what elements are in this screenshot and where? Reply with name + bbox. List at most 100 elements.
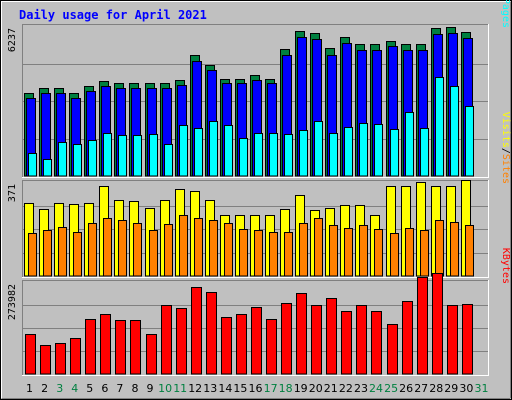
kbytes-bar bbox=[311, 305, 322, 375]
sites-bar bbox=[88, 223, 97, 277]
day-label: 14 bbox=[218, 382, 232, 395]
kbytes-bar bbox=[236, 314, 247, 375]
kbytes-bar bbox=[161, 305, 172, 375]
pages-bar bbox=[359, 123, 368, 177]
pages-bar bbox=[164, 144, 173, 177]
kbytes-bar bbox=[462, 304, 473, 375]
legend-label: Sites bbox=[500, 154, 511, 184]
day-label: 11 bbox=[173, 382, 187, 395]
sites-bar bbox=[179, 215, 188, 277]
sites-bar bbox=[465, 225, 474, 277]
day-label: 21 bbox=[324, 382, 338, 395]
series-legend: Visits/Sites bbox=[500, 112, 511, 184]
pages-bar bbox=[209, 121, 218, 177]
y-max-label: 273982 bbox=[7, 284, 18, 320]
legend-label: Visits bbox=[500, 112, 511, 148]
pages-bar bbox=[374, 124, 383, 177]
sites-bar bbox=[344, 228, 353, 277]
pages-bar bbox=[450, 86, 459, 177]
sites-bar bbox=[405, 228, 414, 277]
legend-label: / bbox=[500, 148, 511, 154]
sites-bar bbox=[435, 220, 444, 277]
kbytes-bar bbox=[371, 311, 382, 375]
day-label: 20 bbox=[309, 382, 323, 395]
kbytes-bar bbox=[341, 311, 352, 375]
pages-bar bbox=[43, 159, 52, 177]
sites-bar bbox=[209, 220, 218, 277]
day-label: 8 bbox=[132, 382, 139, 395]
sites-bar bbox=[420, 230, 429, 277]
legend-label: KBytes bbox=[500, 248, 511, 284]
day-label: 19 bbox=[294, 382, 308, 395]
kbytes-bar bbox=[296, 293, 307, 375]
kbytes-bar bbox=[251, 307, 262, 375]
kbytes-bar bbox=[25, 334, 36, 375]
kbytes-bar bbox=[70, 338, 81, 375]
pages-bar bbox=[420, 128, 429, 177]
day-label: 26 bbox=[399, 382, 413, 395]
pages-bar bbox=[299, 130, 308, 177]
pages-bar bbox=[103, 133, 112, 177]
kbytes-bar bbox=[326, 298, 337, 375]
kbytes-bar bbox=[266, 319, 277, 375]
pages-bar bbox=[390, 129, 399, 177]
pages-bar bbox=[284, 134, 293, 177]
day-label: 6 bbox=[101, 382, 108, 395]
sites-bar bbox=[103, 218, 112, 277]
kbytes-bar bbox=[191, 287, 202, 375]
day-label: 27 bbox=[414, 382, 428, 395]
day-label: 17 bbox=[264, 382, 278, 395]
sites-bar bbox=[239, 229, 248, 277]
kbytes-bar bbox=[176, 308, 187, 375]
kbytes-bar bbox=[130, 320, 141, 375]
pages-bar bbox=[239, 138, 248, 177]
pages-bar bbox=[344, 127, 353, 177]
pages-bar bbox=[224, 125, 233, 177]
day-label: 5 bbox=[86, 382, 93, 395]
day-label: 3 bbox=[56, 382, 63, 395]
kbytes-bar bbox=[221, 317, 232, 375]
pages-bar bbox=[28, 153, 37, 177]
kbytes-bar bbox=[40, 345, 51, 375]
sites-bar bbox=[374, 229, 383, 277]
sites-bar bbox=[28, 233, 37, 277]
kbytes-bar bbox=[447, 305, 458, 375]
pages-bar bbox=[194, 128, 203, 177]
day-label: 30 bbox=[459, 382, 473, 395]
pages-bar bbox=[329, 133, 338, 177]
sites-bar bbox=[299, 223, 308, 277]
sites-bar bbox=[450, 222, 459, 277]
day-label: 7 bbox=[116, 382, 123, 395]
legend-label: Pages bbox=[500, 0, 511, 28]
day-label: 1 bbox=[26, 382, 33, 395]
kbytes-bar bbox=[115, 320, 126, 375]
sites-bar bbox=[73, 232, 82, 277]
day-label: 28 bbox=[429, 382, 443, 395]
sites-bar bbox=[164, 224, 173, 277]
kbytes-bar bbox=[387, 324, 398, 375]
day-label: 29 bbox=[444, 382, 458, 395]
sites-bar bbox=[284, 232, 293, 277]
kbytes-bar bbox=[146, 334, 157, 375]
pages-bar bbox=[58, 142, 67, 177]
day-label: 18 bbox=[279, 382, 293, 395]
sites-bar bbox=[254, 230, 263, 277]
series-legend: Hits/Files/Pages bbox=[500, 0, 511, 28]
pages-bar bbox=[73, 144, 82, 177]
kbytes-bar bbox=[417, 277, 428, 375]
kbytes-bar bbox=[85, 319, 96, 375]
sites-bar bbox=[133, 223, 142, 277]
day-label: 15 bbox=[233, 382, 247, 395]
kbytes-bar bbox=[100, 314, 111, 375]
day-label: 4 bbox=[71, 382, 78, 395]
pages-bar bbox=[405, 112, 414, 177]
pages-bar bbox=[314, 121, 323, 177]
kbytes-bar bbox=[206, 292, 217, 375]
pages-bar bbox=[435, 77, 444, 177]
day-label: 2 bbox=[41, 382, 48, 395]
pages-bar bbox=[149, 134, 158, 177]
pages-bar bbox=[254, 133, 263, 177]
day-label: 12 bbox=[188, 382, 202, 395]
sites-bar bbox=[58, 227, 67, 277]
sites-bar bbox=[149, 230, 158, 277]
